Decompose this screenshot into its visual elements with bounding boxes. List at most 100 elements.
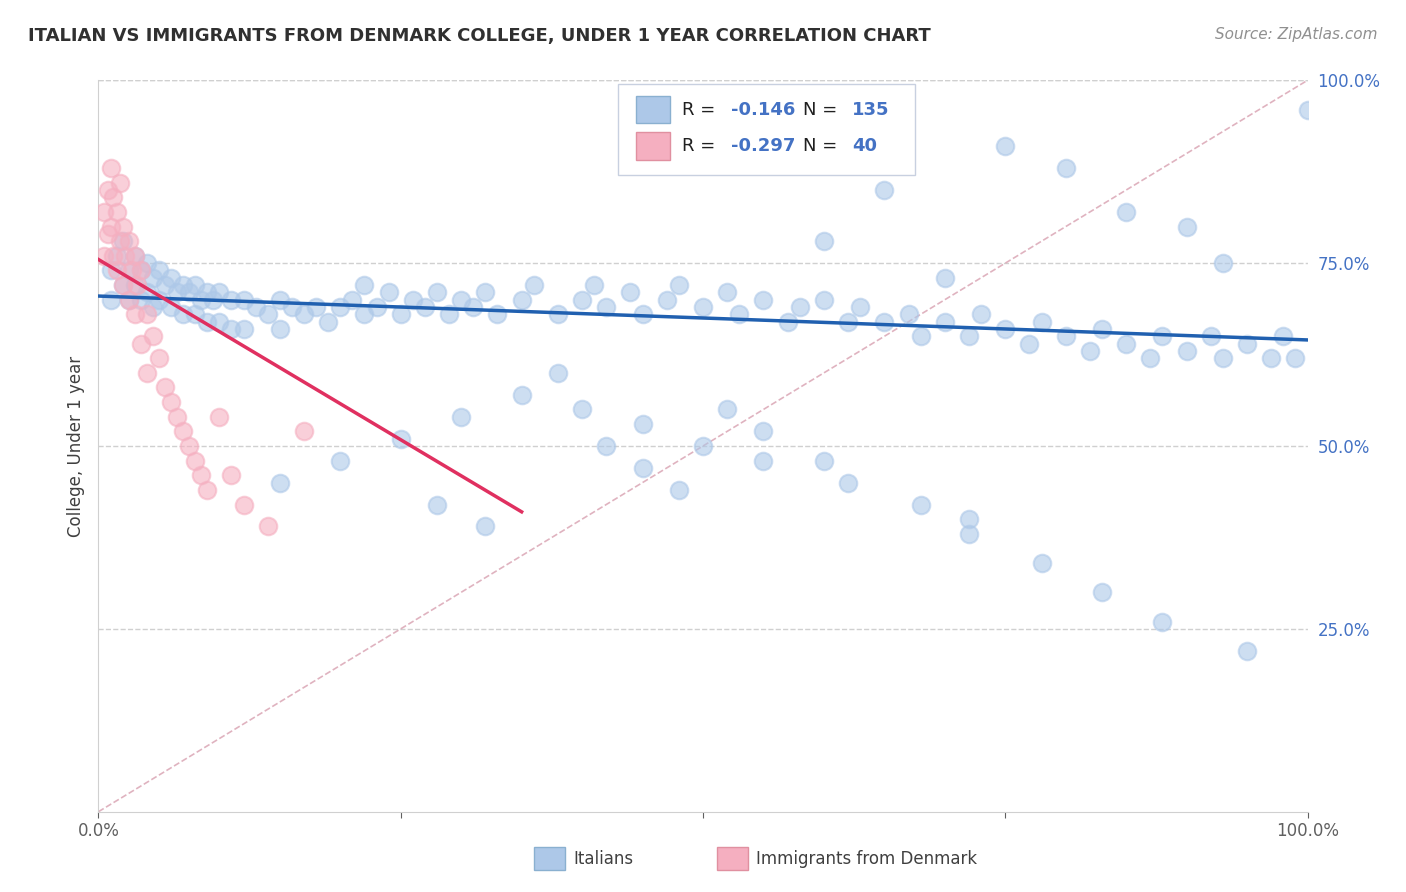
Point — [190, 468, 212, 483]
Point — [124, 278, 146, 293]
Point — [994, 139, 1017, 153]
Point — [184, 278, 207, 293]
Point — [172, 307, 194, 321]
Point — [148, 293, 170, 307]
Point — [1054, 329, 1077, 343]
Point — [124, 249, 146, 263]
Point — [153, 278, 176, 293]
Point — [93, 205, 115, 219]
Point — [190, 293, 212, 307]
Point — [329, 453, 352, 467]
Point — [160, 300, 183, 314]
Point — [1152, 329, 1174, 343]
Point — [1054, 161, 1077, 175]
Point — [510, 293, 533, 307]
Point — [910, 498, 932, 512]
Point — [105, 249, 128, 263]
Point — [221, 322, 243, 336]
Point — [100, 161, 122, 175]
Point — [1175, 219, 1198, 234]
Point — [934, 315, 956, 329]
Point — [450, 409, 472, 424]
Point — [692, 439, 714, 453]
Point — [752, 293, 775, 307]
Point — [232, 322, 254, 336]
Point — [849, 300, 872, 314]
Point — [1284, 351, 1306, 366]
Point — [142, 300, 165, 314]
Point — [571, 402, 593, 417]
Point — [1115, 205, 1137, 219]
Point — [655, 293, 678, 307]
Point — [776, 315, 799, 329]
Text: Immigrants from Denmark: Immigrants from Denmark — [756, 849, 977, 868]
Point — [127, 278, 149, 293]
Point — [957, 329, 980, 343]
Point — [1152, 615, 1174, 629]
Point — [166, 285, 188, 300]
Point — [910, 329, 932, 343]
Text: Italians: Italians — [574, 849, 634, 868]
Point — [1078, 343, 1101, 358]
Point — [510, 388, 533, 402]
Point — [135, 285, 157, 300]
Point — [118, 293, 141, 307]
Point — [668, 483, 690, 497]
Point — [668, 278, 690, 293]
Point — [245, 300, 267, 314]
Point — [437, 307, 460, 321]
Text: Source: ZipAtlas.com: Source: ZipAtlas.com — [1215, 27, 1378, 42]
Point — [389, 432, 412, 446]
Point — [118, 234, 141, 248]
Text: -0.146: -0.146 — [731, 101, 796, 119]
Point — [957, 512, 980, 526]
Point — [873, 183, 896, 197]
Point — [208, 409, 231, 424]
Point — [366, 300, 388, 314]
Point — [111, 234, 134, 248]
Point — [716, 402, 738, 417]
Point — [1018, 336, 1040, 351]
Point — [1115, 336, 1137, 351]
Point — [100, 263, 122, 277]
Point — [269, 475, 291, 490]
Point — [1199, 329, 1222, 343]
Point — [111, 278, 134, 293]
Point — [232, 498, 254, 512]
Y-axis label: College, Under 1 year: College, Under 1 year — [66, 355, 84, 537]
Point — [129, 293, 152, 307]
Point — [619, 285, 641, 300]
Point — [728, 307, 751, 321]
Point — [129, 263, 152, 277]
Point — [129, 263, 152, 277]
FancyBboxPatch shape — [637, 95, 671, 123]
Point — [752, 453, 775, 467]
Text: R =: R = — [682, 101, 721, 119]
Point — [269, 322, 291, 336]
Text: 40: 40 — [852, 137, 877, 155]
Point — [195, 285, 218, 300]
Point — [232, 293, 254, 307]
Text: N =: N = — [803, 137, 844, 155]
Point — [413, 300, 436, 314]
Point — [208, 315, 231, 329]
Point — [108, 176, 131, 190]
Point — [970, 307, 993, 321]
Point — [389, 307, 412, 321]
Point — [166, 409, 188, 424]
Point — [342, 293, 364, 307]
Point — [595, 300, 617, 314]
Point — [1212, 256, 1234, 270]
Point — [1236, 336, 1258, 351]
Point — [111, 278, 134, 293]
Point — [547, 366, 569, 380]
Point — [108, 234, 131, 248]
Point — [1175, 343, 1198, 358]
Point — [221, 468, 243, 483]
Point — [114, 249, 136, 263]
Point — [195, 483, 218, 497]
Point — [142, 329, 165, 343]
Text: 135: 135 — [852, 101, 889, 119]
Point — [474, 519, 496, 533]
Point — [353, 278, 375, 293]
